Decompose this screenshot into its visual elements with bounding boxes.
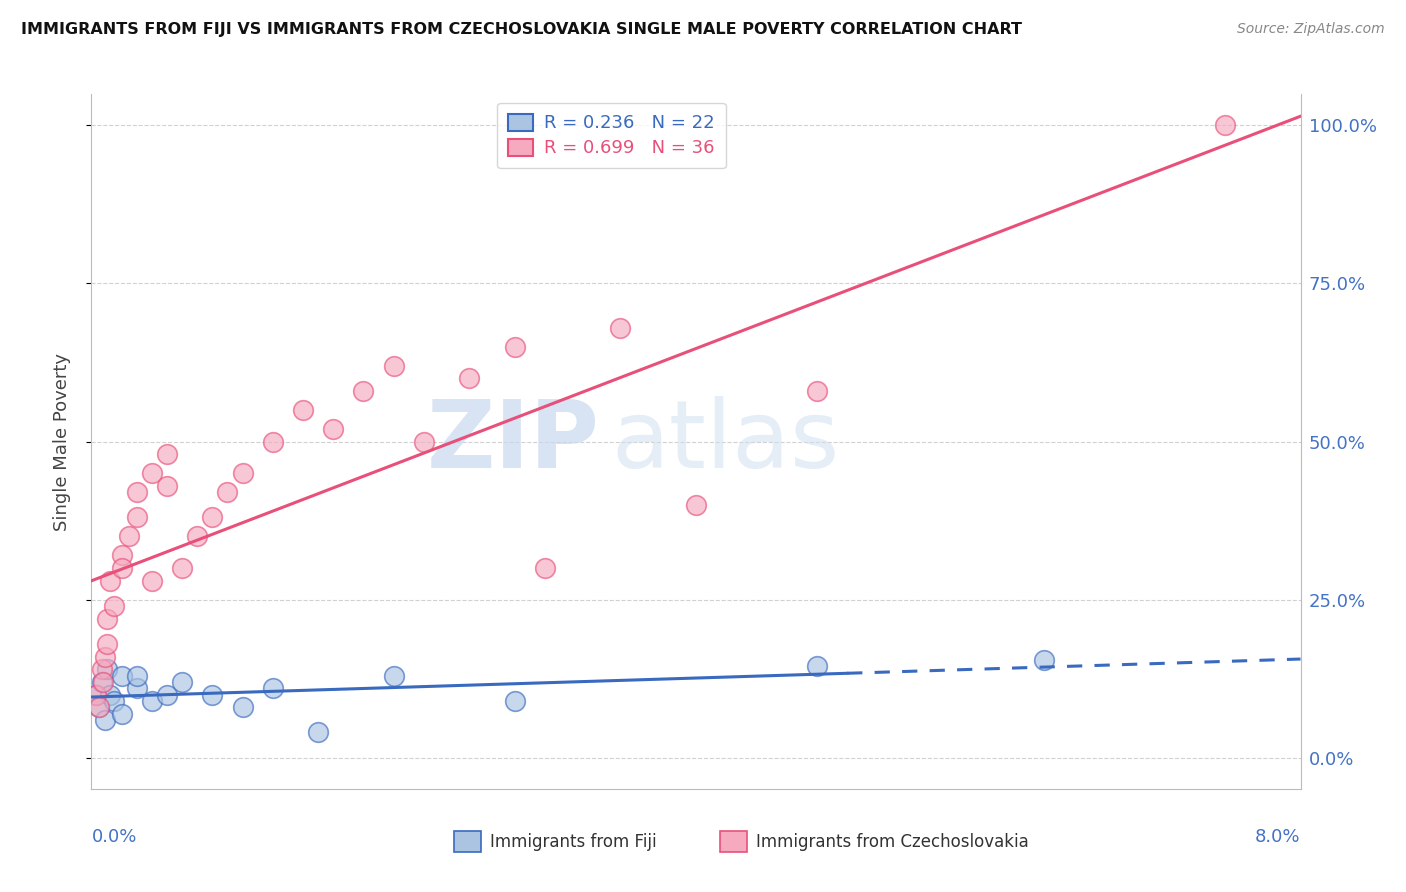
Point <box>84 688 107 702</box>
Point <box>96 612 118 626</box>
Point <box>352 384 374 398</box>
Point <box>292 403 315 417</box>
Point <box>382 359 405 373</box>
Point <box>156 447 179 461</box>
Text: IMMIGRANTS FROM FIJI VS IMMIGRANTS FROM CZECHOSLOVAKIA SINGLE MALE POVERTY CORRE: IMMIGRANTS FROM FIJI VS IMMIGRANTS FROM … <box>21 22 1022 37</box>
Point <box>94 649 117 664</box>
Point <box>111 668 132 682</box>
Text: atlas: atlas <box>612 395 839 488</box>
Y-axis label: Single Male Poverty: Single Male Poverty <box>52 352 70 531</box>
Point <box>382 668 405 682</box>
Point <box>1213 118 1236 132</box>
Text: ZIP: ZIP <box>426 395 599 488</box>
Point <box>93 674 115 689</box>
Point <box>322 422 344 436</box>
Point <box>413 434 436 449</box>
Point <box>156 479 179 493</box>
Point <box>87 700 110 714</box>
Point <box>141 694 163 708</box>
Text: Immigrants from Fiji: Immigrants from Fiji <box>491 832 657 851</box>
Point <box>91 674 114 689</box>
Point <box>231 466 253 480</box>
Point <box>84 688 107 702</box>
Text: Immigrants from Czechoslovakia: Immigrants from Czechoslovakia <box>756 832 1029 851</box>
Point <box>96 662 118 676</box>
Point <box>98 688 121 702</box>
Point <box>201 510 224 524</box>
Point <box>125 510 148 524</box>
Point <box>458 371 481 385</box>
Point <box>533 561 555 575</box>
Point <box>685 498 707 512</box>
Point <box>172 674 194 689</box>
Point <box>217 485 239 500</box>
Point <box>806 384 828 398</box>
Point <box>1032 653 1054 667</box>
Point <box>141 574 163 588</box>
Point <box>806 659 828 673</box>
Point <box>103 599 125 613</box>
Point <box>156 688 179 702</box>
Point <box>172 561 194 575</box>
Legend: R = 0.236   N = 22, R = 0.699   N = 36: R = 0.236 N = 22, R = 0.699 N = 36 <box>498 103 725 169</box>
Point <box>231 700 253 714</box>
Point <box>503 340 526 354</box>
Point <box>141 466 163 480</box>
Point <box>91 662 114 676</box>
Point <box>125 681 148 696</box>
Point <box>201 688 224 702</box>
Point <box>87 700 110 714</box>
Point <box>186 529 208 543</box>
Point <box>94 713 117 727</box>
Point <box>111 549 132 563</box>
Text: 0.0%: 0.0% <box>91 828 136 846</box>
Point <box>262 434 284 449</box>
Point <box>103 694 125 708</box>
Point <box>609 320 631 334</box>
Point <box>125 485 148 500</box>
Point <box>262 681 284 696</box>
Point <box>111 706 132 721</box>
Point <box>307 725 329 739</box>
Point <box>98 574 121 588</box>
Bar <box>720 831 747 852</box>
Point <box>96 637 118 651</box>
Point <box>125 668 148 682</box>
Text: 8.0%: 8.0% <box>1256 828 1301 846</box>
Text: Source: ZipAtlas.com: Source: ZipAtlas.com <box>1237 22 1385 37</box>
Bar <box>454 831 481 852</box>
Point <box>503 694 526 708</box>
Point <box>118 529 141 543</box>
Point <box>111 561 132 575</box>
